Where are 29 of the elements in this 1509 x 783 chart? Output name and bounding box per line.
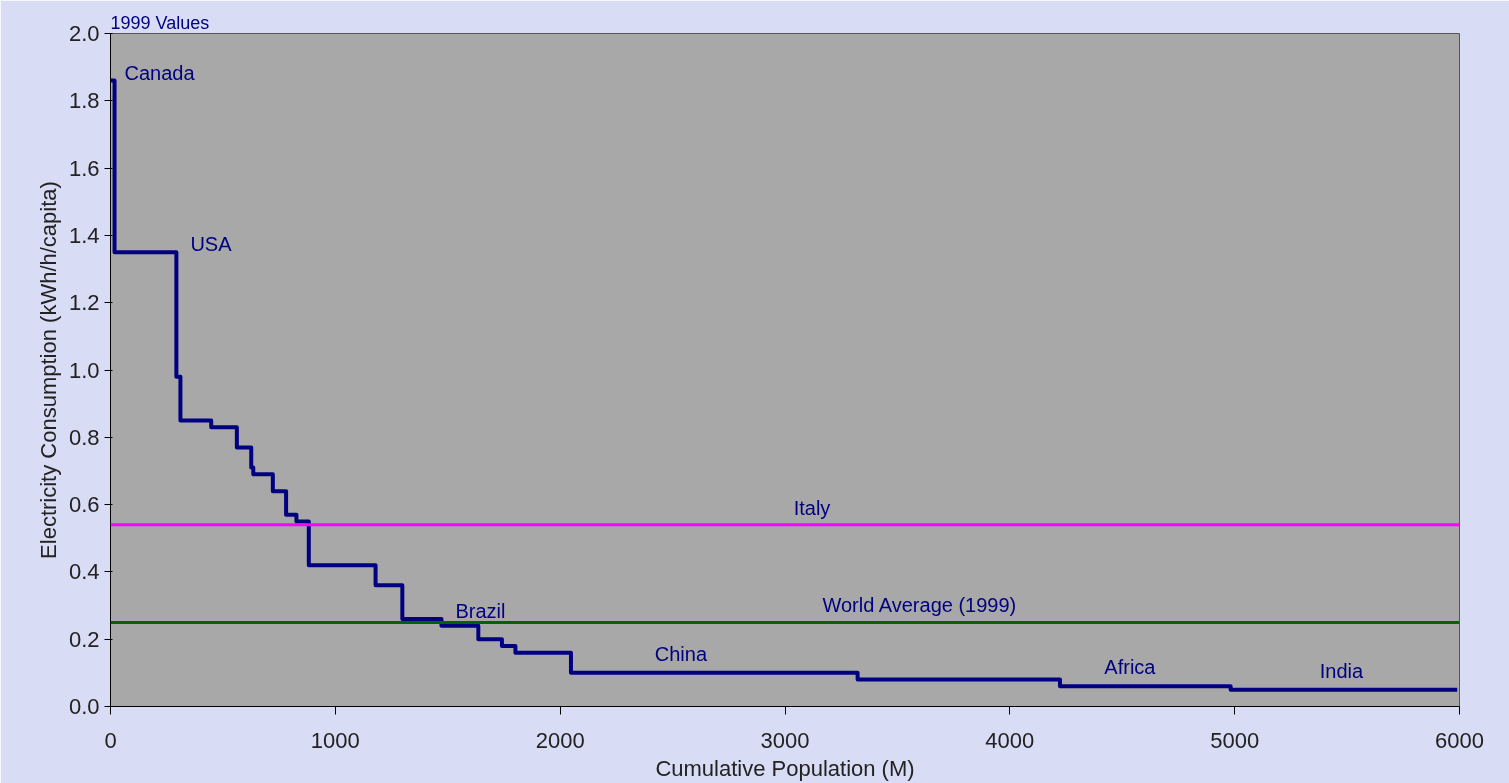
x-tick-label: 6000 (1435, 727, 1484, 753)
y-tick-label: 1.2 (68, 290, 100, 316)
y-tick-label: 0.2 (68, 626, 100, 652)
y-tick-label: 1.0 (68, 357, 100, 383)
x-tick-label: 4000 (985, 727, 1035, 753)
annotation: China (654, 642, 708, 665)
y-tick-label: 1.8 (68, 88, 100, 114)
ref-line-label: World Average (1999) (822, 594, 1017, 617)
y-tick-label: 0.0 (68, 694, 100, 719)
y-tick-label: 2.0 (68, 21, 100, 46)
y-tick-label: 0.4 (68, 559, 100, 585)
y-tick-label: 1.6 (68, 155, 100, 181)
x-tick-label: 2000 (535, 727, 585, 753)
y-axis-title: Electricity Consumption (kWh/h/capita) (35, 181, 61, 559)
x-tick-label: 3000 (760, 727, 810, 753)
x-tick-label: 0 (104, 727, 117, 753)
annotation: USA (190, 233, 233, 256)
x-tick-label: 1000 (310, 727, 360, 753)
annotation: Canada (124, 61, 196, 84)
x-axis-title: Cumulative Population (M) (655, 755, 915, 781)
x-tick-label: 5000 (1210, 727, 1260, 753)
annotation: India (1319, 659, 1365, 682)
y-tick-label: 0.8 (68, 424, 100, 450)
y-tick-label: 1.4 (68, 222, 100, 248)
y-tick-label: 0.6 (68, 492, 100, 518)
ref-line-label: Italy (793, 496, 831, 519)
text: 1999 Values (110, 12, 210, 33)
annotation: Brazil (455, 600, 506, 623)
annotation: Africa (1104, 656, 1157, 679)
